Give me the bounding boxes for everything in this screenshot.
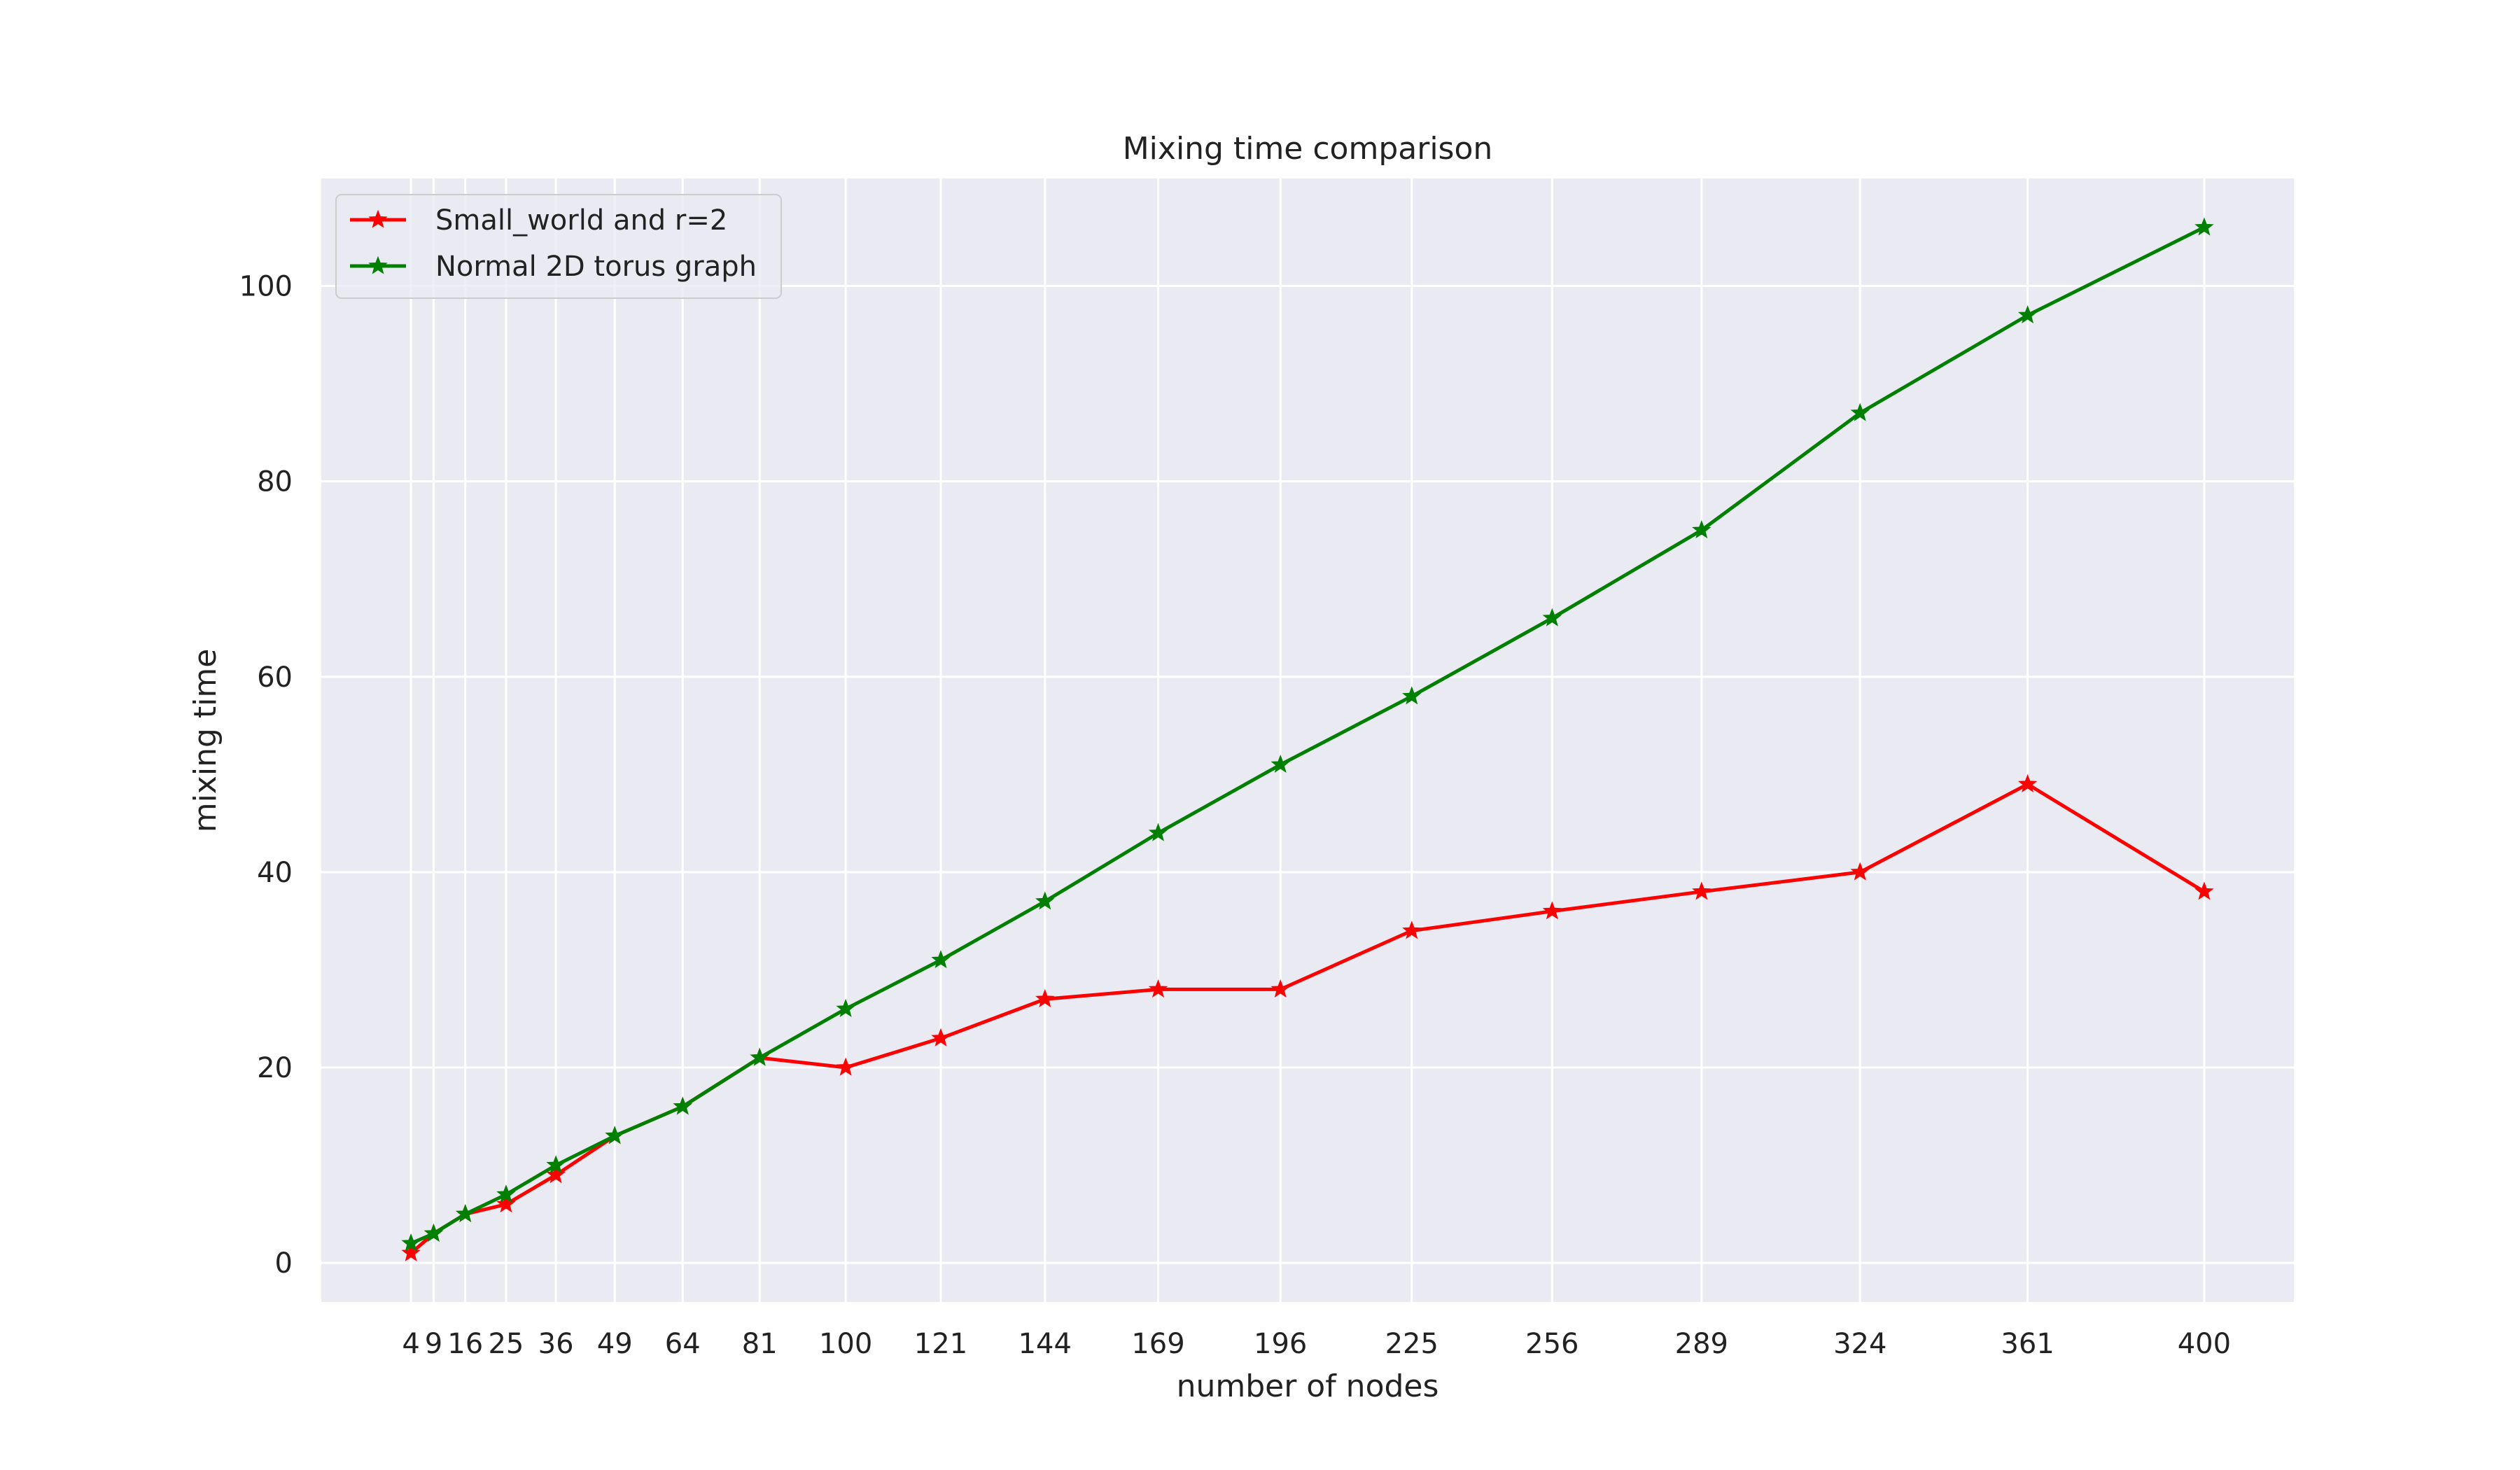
chart-title: Mixing time comparison (1123, 131, 1493, 167)
x-tick-labels: 4 9 16 25 36 49 64 81 100 121 144 169 196 225 256 289 32… (402, 1328, 2231, 1360)
data-point (836, 998, 855, 1017)
data-point (1692, 881, 1712, 900)
y-tick-label: 0 (275, 1247, 293, 1280)
data-point (456, 1203, 475, 1223)
legend-label: Normal 2D torus graph (435, 251, 757, 283)
x-tick-label: 196 (1254, 1328, 1307, 1360)
data-point (1850, 402, 1870, 421)
data-point (496, 1194, 516, 1213)
y-tick-label: 80 (257, 466, 293, 498)
y-tick-label: 100 (239, 271, 293, 303)
x-tick-label: 121 (914, 1328, 967, 1360)
data-point (931, 950, 951, 969)
legend-marker (368, 209, 388, 228)
x-tick-label: 324 (1833, 1328, 1886, 1360)
legend-marker (368, 255, 388, 274)
x-tick-label: 9 (425, 1328, 442, 1360)
legend-entry: Normal 2D torus graph (350, 251, 757, 283)
data-point (546, 1155, 566, 1174)
x-tick-label: 49 (597, 1328, 633, 1360)
y-tick-label: 40 (257, 857, 293, 889)
legend-box (335, 194, 782, 299)
data-point (496, 1184, 516, 1203)
plot-area (321, 178, 2294, 1302)
x-tick-label: 16 (447, 1328, 483, 1360)
x-tick-label: 169 (1131, 1328, 1184, 1360)
grid-lines (321, 178, 2294, 1302)
data-point (1270, 754, 1290, 774)
x-tick-label: 25 (488, 1328, 524, 1360)
data-point (401, 1242, 421, 1261)
y-tick-labels: 0 20 40 60 80 100 (239, 271, 293, 1280)
data-point (2194, 217, 2214, 236)
x-axis-label: number of nodes (1177, 1368, 1439, 1404)
legend-entry: Small_world and r=2 (350, 204, 727, 237)
x-tick-label: 4 (402, 1328, 419, 1360)
data-point (1402, 920, 1422, 939)
x-tick-label: 100 (819, 1328, 872, 1360)
data-point (1402, 686, 1422, 705)
legend: Small_world and r=2 Normal 2D torus graph (335, 194, 782, 299)
data-point (1542, 608, 1562, 626)
x-tick-label: 81 (742, 1328, 778, 1360)
x-tick-label: 64 (665, 1328, 701, 1360)
data-point (2017, 774, 2038, 792)
data-point (546, 1165, 566, 1184)
series-layer (401, 217, 2214, 1261)
data-point (401, 1233, 421, 1252)
data-point (931, 1028, 951, 1046)
data-point (1035, 891, 1055, 910)
data-point (836, 1057, 855, 1076)
data-point (424, 1223, 444, 1242)
data-point (1035, 988, 1055, 1008)
x-tick-label: 36 (538, 1328, 574, 1360)
x-tick-label: 400 (2178, 1328, 2231, 1360)
series-2 (401, 217, 2214, 1252)
data-point (2017, 304, 2038, 324)
data-point (1692, 520, 1712, 539)
y-tick-label: 60 (257, 662, 293, 694)
data-point (1850, 862, 1870, 881)
y-axis-label: mixing time (188, 649, 223, 833)
x-tick-label: 225 (1385, 1328, 1438, 1360)
data-point (1270, 979, 1290, 998)
data-point (605, 1126, 624, 1144)
data-point (1148, 822, 1168, 841)
data-point (673, 1096, 692, 1115)
data-point (1148, 979, 1168, 998)
data-point (750, 1047, 769, 1066)
legend-entries: Small_world and r=2 Normal 2D torus graph (350, 204, 757, 283)
data-point (1542, 901, 1562, 920)
legend-label: Small_world and r=2 (435, 204, 727, 237)
x-tick-label: 361 (2001, 1328, 2054, 1360)
y-tick-label: 20 (257, 1052, 293, 1084)
x-tick-label: 144 (1018, 1328, 1072, 1360)
data-point (2194, 881, 2214, 900)
x-tick-label: 289 (1675, 1328, 1728, 1360)
x-tick-label: 256 (1525, 1328, 1578, 1360)
